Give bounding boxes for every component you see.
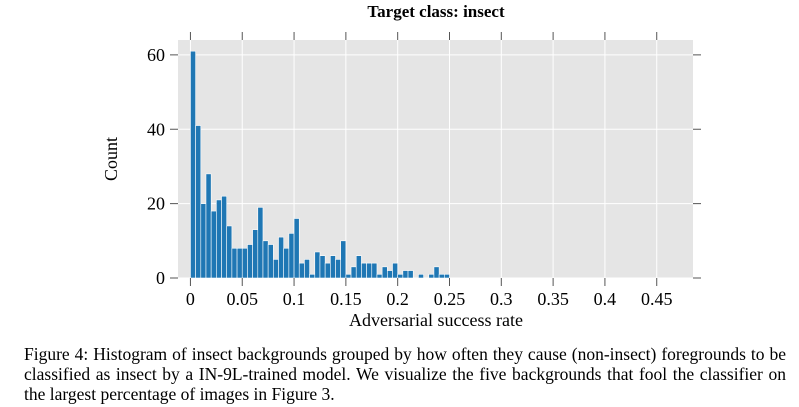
histogram-bar [335, 259, 341, 279]
histogram-bar [298, 262, 305, 279]
histogram-bar [371, 262, 378, 279]
histogram-bar [319, 255, 326, 279]
histogram-bar [361, 262, 367, 279]
figure-caption: Figure 4: Histogram of insect background… [24, 344, 786, 404]
y-tick-label: 20 [147, 194, 165, 214]
histogram-bar [366, 262, 373, 279]
histogram-bar [216, 199, 222, 279]
histogram-bar [407, 270, 414, 279]
x-tick-labels: 0 0.05 0.1 0.15 0.2 0.25 0.3 0.35 0.4 0.45 [186, 289, 673, 309]
histogram-bar [324, 262, 331, 279]
histogram-bar [273, 259, 279, 279]
y-tick-label: 60 [147, 45, 165, 65]
x-tick-label: 0.4 [594, 289, 617, 309]
histogram-bar [231, 247, 238, 279]
histogram-bar [304, 259, 310, 279]
histogram-bar [247, 244, 253, 279]
histogram-bar [355, 255, 362, 279]
histogram-bar [205, 173, 212, 279]
tick-marks [170, 32, 701, 286]
x-tick-label: 0.25 [434, 289, 466, 309]
histogram-bar [350, 266, 357, 279]
histogram-bar [293, 218, 300, 279]
histogram-bar [257, 207, 264, 279]
histogram-bar [397, 273, 404, 279]
histogram-bar [428, 273, 435, 279]
histogram-bar [381, 266, 388, 279]
histogram-bar [387, 270, 393, 279]
histogram-bar [262, 240, 269, 279]
x-tick-label: 0.1 [283, 289, 306, 309]
histogram-bar [226, 225, 233, 279]
x-tick-label: 0.45 [641, 289, 673, 309]
y-axis-label: Count [101, 137, 121, 181]
histogram-bar [190, 50, 196, 279]
histogram-bar [283, 247, 290, 279]
histogram-chart: 0 0.05 0.1 0.15 0.2 0.25 0.3 0.35 0.4 0.45 0 20 40 6… [101, 2, 701, 330]
histogram-bar [376, 273, 383, 279]
histogram-bar [210, 210, 217, 279]
x-tick-label: 0.3 [490, 289, 513, 309]
histogram-bar [418, 273, 424, 279]
histogram-bar [433, 266, 440, 279]
bars [190, 50, 450, 279]
histogram-bar [241, 247, 248, 279]
histogram-bar [252, 229, 259, 279]
y-tick-label: 0 [156, 268, 165, 288]
x-tick-label: 0 [186, 289, 195, 309]
histogram-bar [267, 244, 274, 279]
x-tick-label: 0.35 [537, 289, 569, 309]
histogram-bar [288, 233, 295, 279]
histogram-bar [309, 273, 316, 279]
plot-area [178, 40, 693, 278]
histogram-bar [444, 273, 450, 279]
histogram-bar [195, 125, 202, 279]
histogram-bar [330, 255, 336, 279]
histogram-bar [236, 247, 243, 279]
histogram-bar [438, 273, 445, 279]
histogram-bar [221, 195, 228, 279]
histogram-bar [340, 240, 347, 279]
histogram-bar [200, 203, 207, 279]
x-axis-label: Adversarial success rate [349, 310, 523, 330]
histogram-bar [278, 236, 284, 279]
histogram-bar [392, 262, 398, 279]
x-tick-label: 0.05 [226, 289, 258, 309]
histogram-bar [314, 251, 321, 279]
y-tick-labels: 0 20 40 60 [147, 45, 165, 288]
histogram-bar [402, 270, 409, 279]
x-tick-label: 0.15 [330, 289, 362, 309]
y-tick-label: 40 [147, 119, 165, 139]
x-tick-label: 0.2 [386, 289, 409, 309]
histogram-bar [345, 273, 352, 279]
chart-title: Target class: insect [367, 2, 505, 21]
